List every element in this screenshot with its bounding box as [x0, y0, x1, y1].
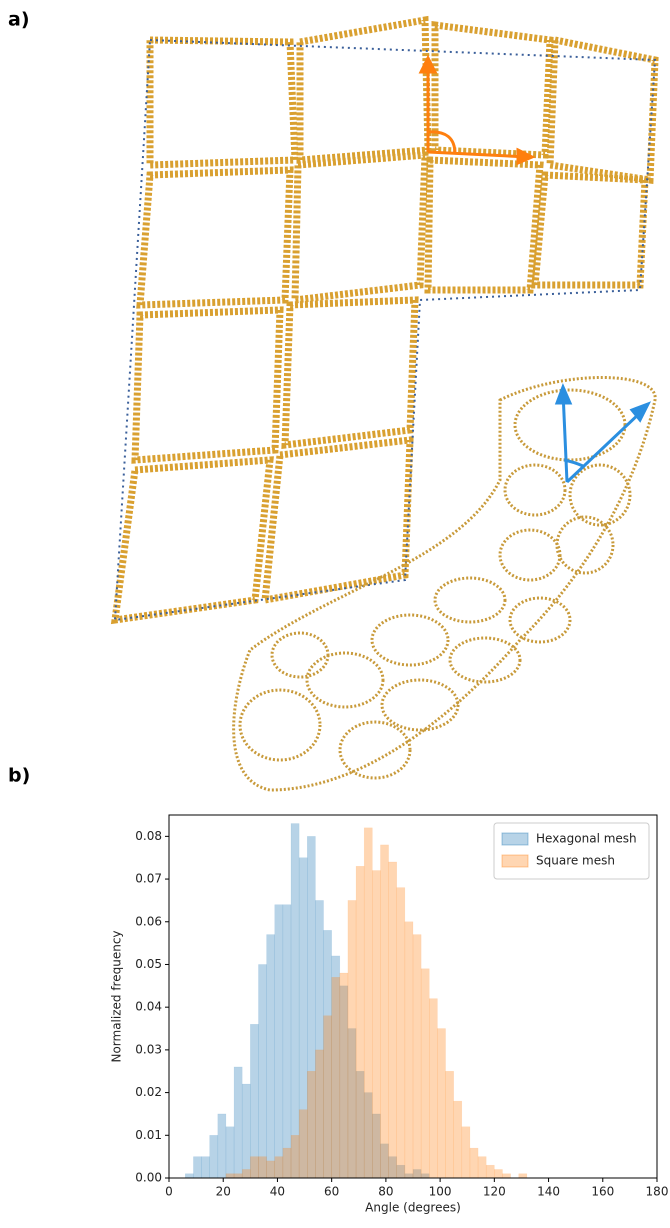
- y-tick-label: 0.00: [135, 1171, 162, 1185]
- hexagonal-mesh: [234, 378, 656, 791]
- x-tick-label: 20: [216, 1185, 231, 1199]
- x-tick-label: 100: [429, 1185, 452, 1199]
- histogram-bar: [242, 1084, 250, 1178]
- histogram-bar: [275, 905, 283, 1178]
- histogram-bar: [218, 1114, 226, 1178]
- y-tick-label: 0.03: [135, 1042, 162, 1056]
- histogram-bar: [494, 1169, 502, 1178]
- y-tick-label: 0.02: [135, 1085, 162, 1099]
- histogram-bar: [283, 905, 291, 1178]
- histogram-bar: [429, 999, 437, 1178]
- y-tick-label: 0.05: [135, 957, 162, 971]
- histogram-bar: [210, 1135, 218, 1178]
- histogram-bar: [193, 1157, 201, 1178]
- histogram-bar: [405, 922, 413, 1178]
- square-mesh-edge: [115, 40, 655, 620]
- y-tick-label: 0.07: [135, 872, 162, 886]
- histogram-bar: [446, 1071, 454, 1178]
- histogram-bar: [315, 1050, 323, 1178]
- y-tick-label: 0.04: [135, 1000, 162, 1014]
- x-tick-label: 40: [270, 1185, 285, 1199]
- histogram-bar: [226, 1127, 234, 1178]
- histogram-bar: [275, 1157, 283, 1178]
- histogram-bar: [340, 973, 348, 1178]
- histogram-bar: [242, 1169, 250, 1178]
- histogram-bar: [356, 866, 364, 1178]
- histogram-bar: [389, 862, 397, 1178]
- x-tick-label: 120: [483, 1185, 506, 1199]
- y-tick-label: 0.06: [135, 914, 162, 928]
- histogram-bar: [502, 1174, 510, 1178]
- histogram-bar: [332, 977, 340, 1178]
- x-tick-label: 80: [378, 1185, 393, 1199]
- histogram-bar: [283, 1148, 291, 1178]
- histogram-bar: [250, 1024, 258, 1178]
- x-tick-label: 180: [646, 1185, 669, 1199]
- y-tick-label: 0.01: [135, 1128, 162, 1142]
- histogram-bar: [291, 824, 299, 1178]
- legend-swatch: [502, 833, 528, 845]
- histogram-bar: [380, 845, 388, 1178]
- histogram-bar: [291, 1135, 299, 1178]
- histogram-bar: [372, 871, 380, 1178]
- x-axis-label: Angle (degrees): [365, 1201, 461, 1215]
- histogram-bar: [348, 900, 356, 1178]
- histogram-bar: [364, 828, 372, 1178]
- y-axis-label: Normalized frequency: [110, 930, 124, 1062]
- histogram-bar: [258, 964, 266, 1178]
- x-tick-label: 160: [591, 1185, 614, 1199]
- y-tick-label: 0.08: [135, 829, 162, 843]
- x-tick-label: 140: [537, 1185, 560, 1199]
- legend-label: Hexagonal mesh: [536, 832, 637, 846]
- histogram-bar: [250, 1157, 258, 1178]
- panel-label: b): [8, 765, 30, 787]
- histogram-bar: [519, 1174, 527, 1178]
- histogram-bar: [299, 1110, 307, 1178]
- legend-swatch: [502, 855, 528, 867]
- legend-label: Square mesh: [536, 854, 615, 868]
- histogram-bar: [470, 1148, 478, 1178]
- histogram-bar: [202, 1157, 210, 1178]
- histogram-bar: [267, 935, 275, 1178]
- histogram-bar: [397, 888, 405, 1178]
- histogram-bar: [454, 1101, 462, 1178]
- histogram-bar: [413, 935, 421, 1178]
- histogram-bar: [421, 969, 429, 1178]
- histogram-bar: [267, 1161, 275, 1178]
- histogram-bar: [324, 1016, 332, 1178]
- histogram-bar: [234, 1174, 242, 1178]
- histogram-bar: [226, 1174, 234, 1178]
- histogram-bar: [486, 1165, 494, 1178]
- x-tick-label: 60: [324, 1185, 339, 1199]
- histogram-bar: [258, 1157, 266, 1178]
- histogram-bar: [234, 1067, 242, 1178]
- histogram-bar: [478, 1157, 486, 1178]
- histogram-bar: [185, 1174, 193, 1178]
- square-mesh: [115, 20, 655, 620]
- histogram-chart: 0 20 40 60 80 100 120 140 160 180 0.00 0.01 0.02 0.03…: [110, 815, 669, 1215]
- x-tick-label: 0: [165, 1185, 173, 1199]
- histogram-bar: [437, 1029, 445, 1178]
- panel-label: a): [8, 9, 30, 31]
- histogram-bar: [307, 1071, 315, 1178]
- figure: a) b) 0 20 40 60 80 100 120 140 160 180 0.00 0.01 0.…: [0, 0, 670, 1224]
- histogram-bar: [462, 1127, 470, 1178]
